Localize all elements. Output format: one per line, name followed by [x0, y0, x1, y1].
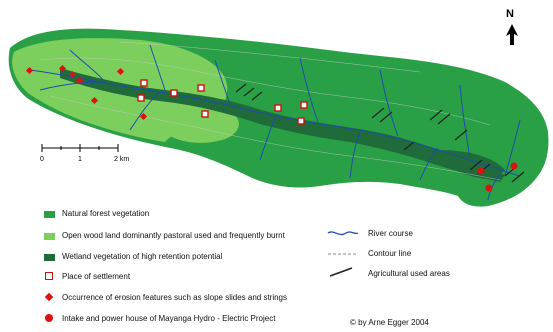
wetland-east	[440, 150, 505, 180]
erosion-diamond-icon	[116, 67, 125, 76]
legend-label-wetland: Wetland vegetation of high retention pot…	[62, 252, 223, 261]
erosion-diamond-icon	[90, 96, 99, 105]
erosion-diamond-icon	[68, 70, 77, 79]
settlement-square-icon	[201, 110, 209, 118]
legend-label-contour: Contour line	[368, 249, 412, 258]
intake-dot-icon	[477, 167, 485, 175]
scale-tick-2: 2 km	[114, 156, 130, 163]
river-legend-icon	[327, 231, 359, 236]
scale-tick-1: 1	[78, 156, 82, 163]
legend-label-open-wood: Open wood land dominantly pastoral used …	[62, 231, 285, 240]
legend-label-river: River course	[368, 229, 413, 238]
north-arrow-icon	[506, 24, 518, 45]
settlement-square-icon	[170, 89, 178, 97]
contour-lines	[39, 41, 501, 181]
erosion-markers	[25, 64, 148, 121]
agri-legend-icon	[329, 267, 353, 277]
legend-line-symbols	[327, 231, 359, 277]
north-label: N	[506, 8, 514, 20]
legend-swatch-open-wood	[44, 233, 55, 240]
credit: © by Arne Egger 2004	[350, 318, 429, 327]
scale-bar	[41, 144, 119, 152]
legend-label-erosion: Occurrence of erosion features such as s…	[62, 293, 288, 302]
scale-tick-0: 0	[40, 156, 44, 163]
settlement-square-icon	[297, 117, 305, 125]
intake-dot-icon	[510, 162, 518, 170]
settlement-square-icon	[274, 104, 282, 112]
intake-markers	[477, 162, 518, 192]
settlement-markers	[137, 79, 308, 125]
agricultural-hatches	[235, 83, 525, 183]
intake-dot-icon	[485, 184, 493, 192]
settlement-square-icon	[45, 272, 53, 280]
open-woodland-mid	[160, 108, 239, 143]
erosion-diamond-icon	[139, 112, 148, 121]
erosion-diamond-icon	[75, 76, 84, 85]
legend-label-intake: Intake and power house of Mayanga Hydro …	[62, 314, 276, 323]
legend-label-settlement: Place of settlement	[62, 272, 131, 281]
settlement-square-icon	[300, 101, 308, 109]
legend-label-forest: Natural forest vegetation	[62, 209, 150, 218]
river-network	[29, 44, 521, 201]
legend-label-agri: Agricultural used areas	[368, 269, 450, 278]
legend-swatch-forest	[44, 211, 55, 218]
settlement-square-icon	[197, 84, 205, 92]
settlement-square-icon	[140, 79, 148, 87]
intake-dot-icon	[45, 314, 53, 322]
settlement-square-icon	[137, 94, 145, 102]
legend-swatch-wetland	[44, 254, 55, 261]
